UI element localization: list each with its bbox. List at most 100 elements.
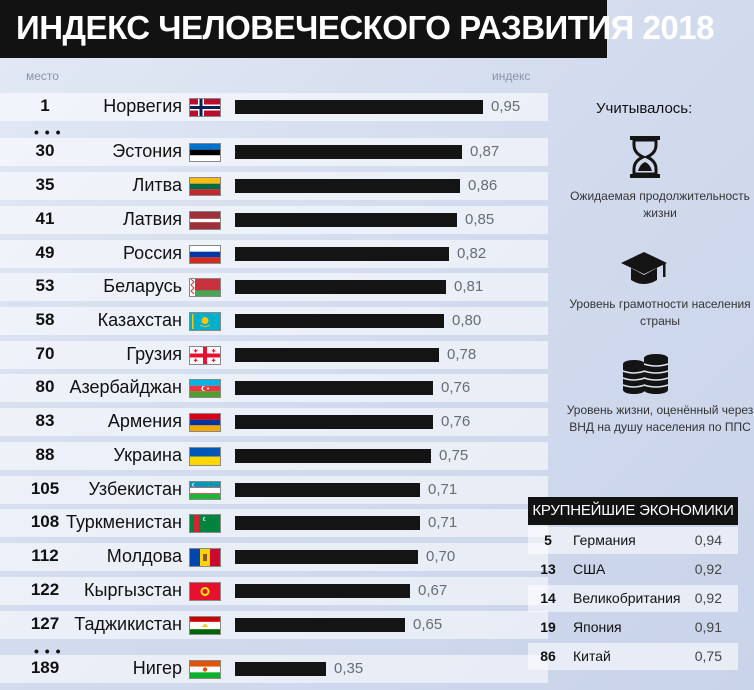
country-label: Россия xyxy=(122,243,182,263)
largest-economies-title: КРУПНЕЙШИЕ ЭКОНОМИКИ xyxy=(528,497,738,525)
country-label: Литва xyxy=(132,175,182,195)
moldova-flag-icon xyxy=(189,548,221,567)
economy-value: 0,91 xyxy=(694,619,722,635)
ukraine-flag-icon xyxy=(189,447,221,466)
rank-label: 105 xyxy=(30,479,60,498)
rank-header: место xyxy=(26,69,59,83)
uzbekistan-flag-icon xyxy=(189,481,221,500)
title-bar: ИНДЕКС ЧЕЛОВЕЧЕСКОГО РАЗВИТИЯ 2018 xyxy=(0,0,714,58)
value-label: 0,75 xyxy=(439,447,469,464)
rank-label: 30 xyxy=(35,141,55,160)
economy-row: 5 Германия 0,94 xyxy=(528,527,738,554)
bar xyxy=(235,516,420,530)
sidebar-title: Учитывалось: xyxy=(596,100,693,117)
rank-label: 80 xyxy=(35,377,55,396)
country-label: Армения xyxy=(107,411,182,431)
country-label: Эстония xyxy=(112,141,182,161)
country-label: Кыргызстан xyxy=(84,580,182,600)
feature-life-expectancy: Ожидаемая продолжительность жизни xyxy=(570,189,750,220)
value-label: 0,87 xyxy=(470,143,500,160)
country-label: Молдова xyxy=(106,546,182,566)
country-label: Казахстан xyxy=(97,310,182,330)
belarus-flag-icon xyxy=(189,278,221,297)
bar xyxy=(235,584,410,598)
kyrgyzstan-flag-icon xyxy=(189,582,221,601)
graduation-cap-icon xyxy=(620,250,668,295)
index-header: индекс xyxy=(492,69,531,83)
niger-flag-icon xyxy=(189,660,221,679)
value-label: 0,82 xyxy=(457,245,487,262)
rank-label: 35 xyxy=(35,175,55,194)
economy-row: 86 Китай 0,75 xyxy=(528,643,738,670)
largest-economies-panel: КРУПНЕЙШИЕ ЭКОНОМИКИ 5 Германия 0,94 13 США 0… xyxy=(528,497,738,670)
value-label: 0,76 xyxy=(441,379,471,396)
bar xyxy=(235,415,433,429)
rank-label: 41 xyxy=(35,209,55,228)
estonia-flag-icon xyxy=(189,143,221,162)
value-label: 0,86 xyxy=(468,177,498,194)
economy-rank: 19 xyxy=(540,619,556,635)
rank-label: 53 xyxy=(35,276,55,295)
value-label: 0,71 xyxy=(428,514,458,531)
value-label: 0,71 xyxy=(428,481,458,498)
tajikistan-flag-icon xyxy=(189,616,221,635)
value-label: 0,80 xyxy=(452,312,482,329)
economy-value: 0,92 xyxy=(694,590,722,606)
bar xyxy=(235,145,462,159)
country-label: Азербайджан xyxy=(69,377,182,397)
value-label: 0,95 xyxy=(491,98,521,115)
bar xyxy=(235,213,457,227)
rank-label: 58 xyxy=(35,310,55,329)
country-label: Беларусь xyxy=(103,276,182,296)
country-label: Нигер xyxy=(132,658,182,678)
azerbaijan-flag-icon xyxy=(189,379,221,398)
turkmenistan-flag-icon xyxy=(189,514,221,533)
economy-rank: 13 xyxy=(540,561,556,577)
norway-flag-icon xyxy=(189,98,221,117)
rank-label: 83 xyxy=(35,411,55,430)
ellipsis-bottom: • • • xyxy=(34,643,62,659)
georgia-flag-icon xyxy=(189,346,221,365)
economy-row: 13 США 0,92 xyxy=(528,556,738,583)
country-label: Грузия xyxy=(126,344,182,364)
feature-literacy: Уровень грамотности населения страны xyxy=(569,297,751,328)
economy-country: Великобритания xyxy=(573,590,681,606)
rank-label: 122 xyxy=(30,580,60,599)
rank-label: 112 xyxy=(31,546,59,565)
bar xyxy=(235,100,483,114)
bar xyxy=(235,449,431,463)
rank-label: 127 xyxy=(30,614,60,633)
economy-rank: 5 xyxy=(544,532,552,548)
economy-row: 14 Великобритания 0,92 xyxy=(528,585,738,612)
bar xyxy=(235,550,418,564)
bar xyxy=(235,179,460,193)
ellipsis-top: • • • xyxy=(34,124,62,140)
rank-label: 70 xyxy=(35,344,55,363)
bar xyxy=(235,280,446,294)
kazakhstan-flag-icon xyxy=(189,312,221,331)
value-label: 0,35 xyxy=(334,660,364,677)
economy-country: Япония xyxy=(573,619,622,635)
economy-value: 0,75 xyxy=(694,648,722,664)
value-label: 0,76 xyxy=(441,413,471,430)
bar xyxy=(235,247,449,261)
page-title: ИНДЕКС ЧЕЛОВЕЧЕСКОГО РАЗВИТИЯ 2018 xyxy=(16,9,714,46)
rank-label: 88 xyxy=(35,445,55,464)
country-label: Узбекистан xyxy=(88,479,182,499)
bar xyxy=(235,314,444,328)
country-label: Украина xyxy=(113,445,182,465)
value-label: 0,65 xyxy=(413,616,443,633)
value-label: 0,70 xyxy=(426,548,456,565)
country-label: Латвия xyxy=(122,209,182,229)
economy-rank: 86 xyxy=(540,648,556,664)
latvia-flag-icon xyxy=(189,211,221,230)
bar xyxy=(235,483,420,497)
economy-rank: 14 xyxy=(540,590,556,606)
country-label: Туркменистан xyxy=(65,512,182,532)
lithuania-flag-icon xyxy=(189,177,221,196)
armenia-flag-icon xyxy=(189,413,221,432)
economy-country: США xyxy=(573,561,606,577)
economy-country: Германия xyxy=(573,532,636,548)
hourglass-icon xyxy=(628,135,662,184)
value-label: 0,78 xyxy=(447,346,477,363)
